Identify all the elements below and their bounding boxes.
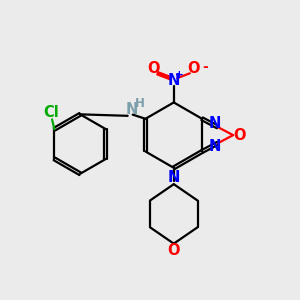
Text: Cl: Cl — [44, 105, 59, 120]
Text: N: N — [125, 102, 138, 117]
Text: N: N — [168, 170, 180, 185]
Text: H: H — [135, 97, 145, 110]
Text: N: N — [168, 73, 180, 88]
Text: +: + — [175, 70, 184, 80]
Text: O: O — [188, 61, 200, 76]
Text: O: O — [148, 61, 160, 76]
Text: N: N — [209, 116, 221, 131]
Text: N: N — [209, 140, 221, 154]
Text: O: O — [167, 243, 180, 258]
Text: -: - — [202, 60, 208, 74]
Text: O: O — [233, 128, 246, 142]
